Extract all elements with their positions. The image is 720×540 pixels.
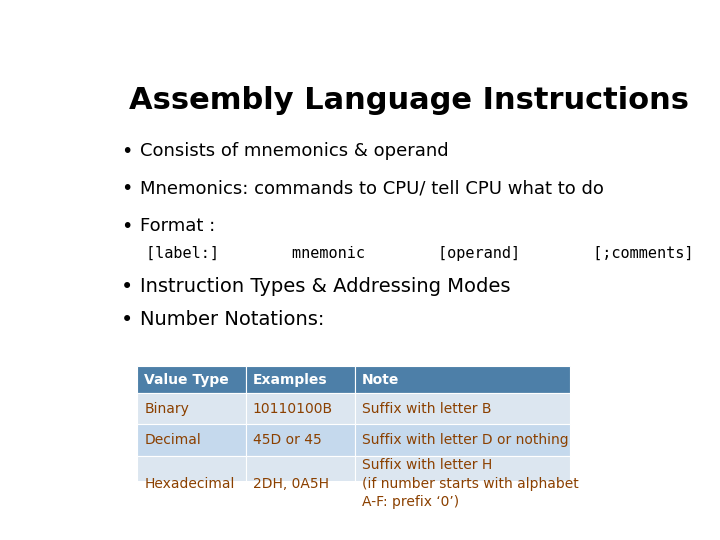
Text: Examples: Examples bbox=[253, 373, 328, 387]
FancyBboxPatch shape bbox=[355, 456, 570, 512]
Text: Instruction Types & Addressing Modes: Instruction Types & Addressing Modes bbox=[140, 277, 510, 296]
FancyBboxPatch shape bbox=[246, 456, 355, 512]
FancyBboxPatch shape bbox=[246, 424, 355, 456]
Text: 2DH, 0A5H: 2DH, 0A5H bbox=[253, 477, 329, 491]
FancyBboxPatch shape bbox=[138, 424, 246, 456]
Text: Hexadecimal: Hexadecimal bbox=[144, 477, 235, 491]
Text: •: • bbox=[121, 277, 133, 297]
Text: 10110100B: 10110100B bbox=[253, 402, 333, 416]
Text: •: • bbox=[121, 310, 133, 330]
FancyBboxPatch shape bbox=[138, 393, 246, 424]
Text: •: • bbox=[121, 217, 132, 235]
Text: Decimal: Decimal bbox=[144, 433, 201, 447]
Text: Value Type: Value Type bbox=[144, 373, 229, 387]
Text: Binary: Binary bbox=[144, 402, 189, 416]
FancyBboxPatch shape bbox=[355, 393, 570, 424]
Text: Consists of mnemonics & operand: Consists of mnemonics & operand bbox=[140, 141, 449, 160]
Text: Suffix with letter B: Suffix with letter B bbox=[361, 402, 491, 416]
FancyBboxPatch shape bbox=[246, 393, 355, 424]
Text: [label:]        mnemonic        [operand]        [;comments]: [label:] mnemonic [operand] [;comments] bbox=[145, 246, 693, 261]
Text: •: • bbox=[121, 141, 132, 161]
FancyBboxPatch shape bbox=[355, 424, 570, 456]
Text: Format :: Format : bbox=[140, 217, 215, 234]
Text: Assembly Language Instructions: Assembly Language Instructions bbox=[129, 85, 689, 114]
Text: •: • bbox=[121, 179, 132, 198]
Text: Suffix with letter D or nothing: Suffix with letter D or nothing bbox=[361, 433, 568, 447]
FancyBboxPatch shape bbox=[355, 366, 570, 393]
Text: Note: Note bbox=[361, 373, 399, 387]
Text: Mnemonics: commands to CPU/ tell CPU what to do: Mnemonics: commands to CPU/ tell CPU wha… bbox=[140, 179, 604, 197]
FancyBboxPatch shape bbox=[138, 366, 246, 393]
Text: Suffix with letter H
(if number starts with alphabet
A-F: prefix ‘0’): Suffix with letter H (if number starts w… bbox=[361, 458, 578, 509]
Text: 45D or 45: 45D or 45 bbox=[253, 433, 322, 447]
FancyBboxPatch shape bbox=[246, 366, 355, 393]
FancyBboxPatch shape bbox=[138, 456, 246, 512]
Text: Number Notations:: Number Notations: bbox=[140, 310, 325, 329]
